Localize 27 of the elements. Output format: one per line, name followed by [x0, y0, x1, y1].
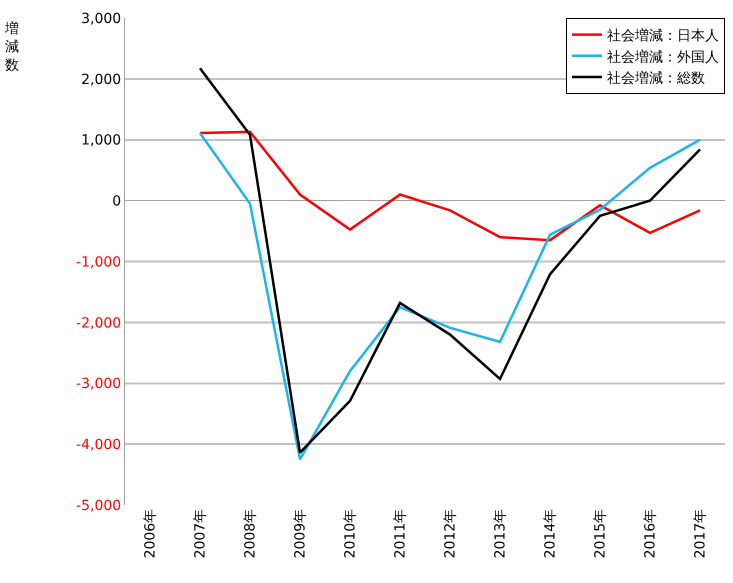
legend-label: 社会増減：外国人: [607, 48, 719, 66]
x-tick-label: 2013年: [492, 508, 509, 558]
legend-label: 社会増減：日本人: [607, 27, 719, 44]
line-series: [198, 130, 702, 242]
y-axis-title: 増減数: [4, 20, 19, 74]
x-tick-label: 2016年: [642, 508, 659, 558]
y-tick-label: 3,000: [81, 10, 122, 27]
x-tick-label: 2015年: [592, 508, 609, 558]
x-tick-label: 2012年: [442, 508, 459, 558]
y-tick-label: -4,000: [76, 437, 122, 454]
y-tick-label: -5,000: [76, 498, 122, 514]
y-tick-label: -1,000: [76, 254, 122, 270]
line-series: [198, 132, 702, 461]
y-tick-label: 1,000: [81, 132, 122, 149]
x-tick-label: 2014年: [542, 508, 559, 558]
x-tick-label: 2010年: [342, 508, 359, 558]
y-tick-label: -3,000: [76, 376, 122, 392]
y-tick-label: -2,000: [76, 315, 122, 332]
legend-label: 社会増減：総数: [607, 69, 705, 86]
y-tick-label: 2,000: [81, 72, 122, 88]
x-tick-label: 2011年: [392, 508, 409, 558]
x-tick-label: 2007年: [192, 508, 209, 558]
x-tick-label: 2008年: [242, 508, 259, 558]
x-tick-label: 2009年: [292, 508, 309, 558]
x-tick-label: 2017年: [692, 508, 709, 558]
x-tick-label: 2006年: [142, 508, 159, 558]
y-tick-label: 0: [112, 194, 122, 210]
